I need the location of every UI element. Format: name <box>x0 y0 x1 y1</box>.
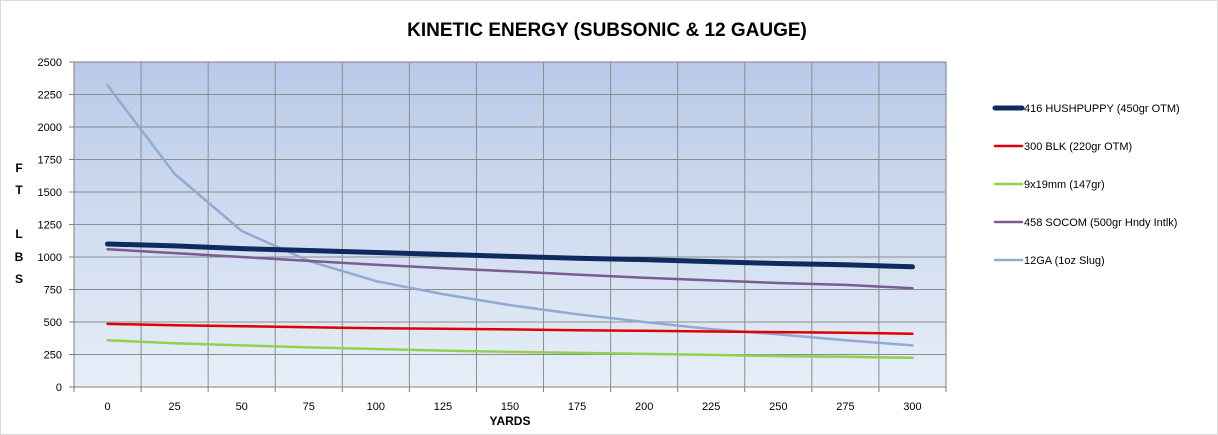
x-tick-label: 175 <box>568 401 586 413</box>
x-tick-label: 300 <box>903 401 921 413</box>
y-axis-title: FT LBS <box>15 161 24 286</box>
y-tick-label: 1500 <box>38 187 62 199</box>
legend-entry: 458 SOCOM (500gr Hndy Intlk) <box>1024 217 1177 229</box>
series-lines <box>105 84 915 360</box>
y-tick-label: 750 <box>44 285 62 297</box>
legend-entry: 12GA (1oz Slug) <box>1024 255 1105 267</box>
y-tick-label: 2250 <box>38 90 62 102</box>
series-line-1 <box>106 322 914 335</box>
y-axis-ticks: 0 250 500 750 1000 1250 1500 1750 2000 2250 2500 <box>38 57 74 394</box>
series-line-0 <box>105 241 915 270</box>
x-axis-title: YARDS <box>490 414 531 428</box>
x-tick-label: 275 <box>836 401 854 413</box>
x-tick-label: 200 <box>635 401 653 413</box>
series-line-4 <box>106 84 914 347</box>
y-tick-label: 250 <box>44 350 62 362</box>
legend-box <box>985 80 1190 280</box>
x-tick-label: 250 <box>769 401 787 413</box>
y-axis-title-letter: T <box>15 183 23 197</box>
y-axis-title-letter: L <box>15 227 22 241</box>
legend-entry: 416 HUSHPUPPY (450gr OTM) <box>1024 103 1180 115</box>
x-tick-label: 75 <box>303 401 315 413</box>
y-tick-label: 500 <box>44 317 62 329</box>
x-tick-label: 150 <box>501 401 519 413</box>
y-axis-title-letter: B <box>15 250 24 264</box>
legend-entry: 300 BLK (220gr OTM) <box>1024 141 1132 153</box>
y-axis-title-letter: S <box>15 272 23 286</box>
x-tick-label: 100 <box>367 401 385 413</box>
x-tick-label: 25 <box>168 401 180 413</box>
y-tick-label: 0 <box>56 382 62 394</box>
legend: 416 HUSHPUPPY (450gr OTM) 300 BLK (220gr … <box>992 103 1180 267</box>
y-axis-title-letter: F <box>15 161 22 175</box>
x-tick-label: 50 <box>236 401 248 413</box>
series-line-3 <box>106 247 914 290</box>
grid-lines <box>74 62 946 387</box>
y-tick-label: 2000 <box>38 122 62 134</box>
x-tick-label: 125 <box>434 401 452 413</box>
x-tick-label: 0 <box>104 401 110 413</box>
x-axis-ticks: 0 25 50 75 100 125 150 175 200 225 250 275 300 <box>73 387 947 413</box>
legend-entry: 9x19mm (147gr) <box>1024 179 1105 191</box>
y-tick-label: 1250 <box>38 220 62 232</box>
y-tick-label: 2500 <box>38 57 62 69</box>
chart-title: KINETIC ENERGY (SUBSONIC & 12 GAUGE) <box>407 20 807 41</box>
y-tick-label: 1750 <box>38 155 62 167</box>
y-tick-label: 1000 <box>38 252 62 264</box>
series-line-2 <box>106 338 914 360</box>
x-tick-label: 225 <box>702 401 720 413</box>
